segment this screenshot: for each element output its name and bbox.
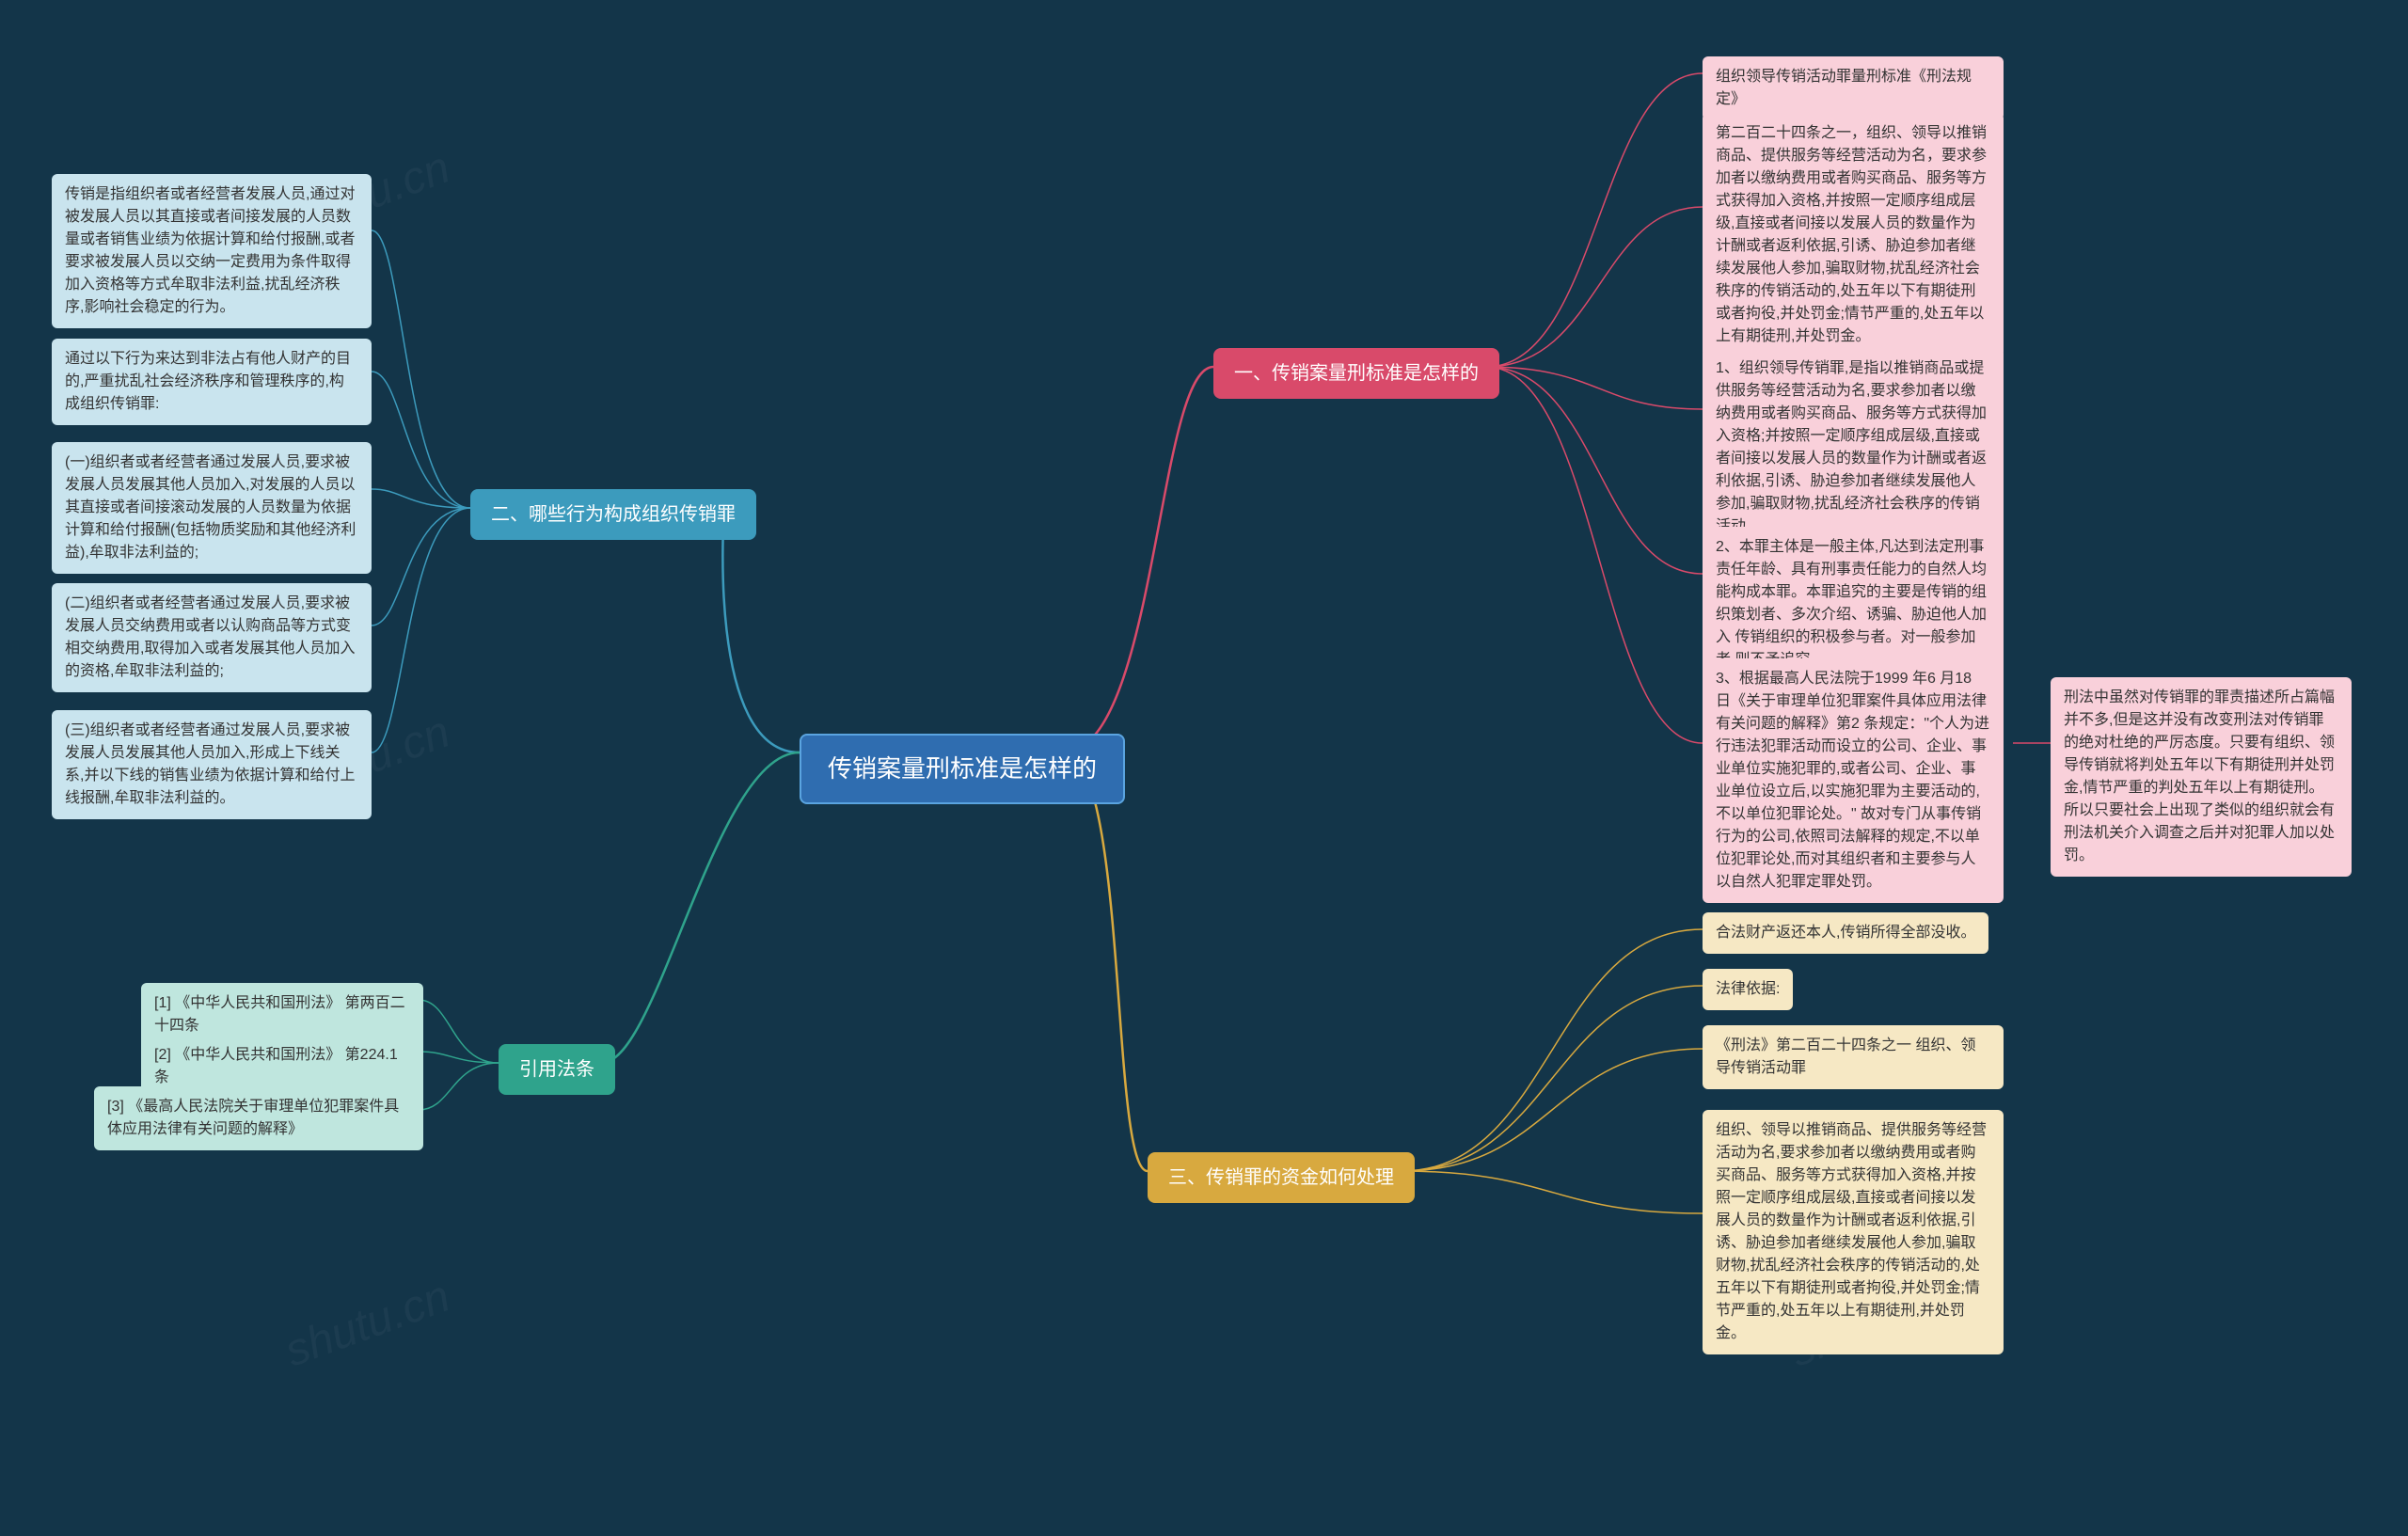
branch-3[interactable]: 三、传销罪的资金如何处理 <box>1148 1152 1415 1203</box>
leaf-3-3[interactable]: 《刑法》第二百二十四条之一 组织、领导传销活动罪 <box>1703 1025 2004 1089</box>
branch-4[interactable]: 引用法条 <box>499 1044 615 1095</box>
leaf-1-5[interactable]: 3、根据最高人民法院于1999 年6 月18 日《关于审理单位犯罪案件具体应用法… <box>1703 658 2004 903</box>
leaf-1-1[interactable]: 组织领导传销活动罪量刑标准《刑法规定》 <box>1703 56 2004 120</box>
leaf-3-2[interactable]: 法律依据: <box>1703 969 1793 1010</box>
watermark: shutu.cn <box>278 1271 456 1378</box>
leaf-1-2[interactable]: 第二百二十四条之一，组织、领导以推销商品、提供服务等经营活动为名，要求参加者以缴… <box>1703 113 2004 357</box>
leaf-4-3[interactable]: [3] 《最高人民法院关于审理单位犯罪案件具体应用法律有关问题的解释》 <box>94 1086 423 1150</box>
leaf-2-1[interactable]: 传销是指组织者或者经营者发展人员,通过对被发展人员以其直接或者间接发展的人员数量… <box>52 174 372 328</box>
leaf-3-1[interactable]: 合法财产返还本人,传销所得全部没收。 <box>1703 912 1988 954</box>
center-node[interactable]: 传销案量刑标准是怎样的 <box>800 734 1125 804</box>
branch-2[interactable]: 二、哪些行为构成组织传销罪 <box>470 489 756 540</box>
leaf-2-3[interactable]: (一)组织者或者经营者通过发展人员,要求被发展人员发展其他人员加入,对发展的人员… <box>52 442 372 574</box>
leaf-2-5[interactable]: (三)组织者或者经营者通过发展人员,要求被发展人员发展其他人员加入,形成上下线关… <box>52 710 372 819</box>
branch-1[interactable]: 一、传销案量刑标准是怎样的 <box>1213 348 1499 399</box>
leaf-1-5b[interactable]: 刑法中虽然对传销罪的罪责描述所占篇幅并不多,但是这并没有改变刑法对传销罪的绝对杜… <box>2051 677 2352 877</box>
leaf-3-4[interactable]: 组织、领导以推销商品、提供服务等经营活动为名,要求参加者以缴纳费用或者购买商品、… <box>1703 1110 2004 1354</box>
leaf-1-3[interactable]: 1、组织领导传销罪,是指以推销商品或提供服务等经营活动为名,要求参加者以缴纳费用… <box>1703 348 2004 547</box>
leaf-2-2[interactable]: 通过以下行为来达到非法占有他人财产的目的,严重扰乱社会经济秩序和管理秩序的,构成… <box>52 339 372 425</box>
leaf-2-4[interactable]: (二)组织者或者经营者通过发展人员,要求被发展人员交纳费用或者以认购商品等方式变… <box>52 583 372 692</box>
